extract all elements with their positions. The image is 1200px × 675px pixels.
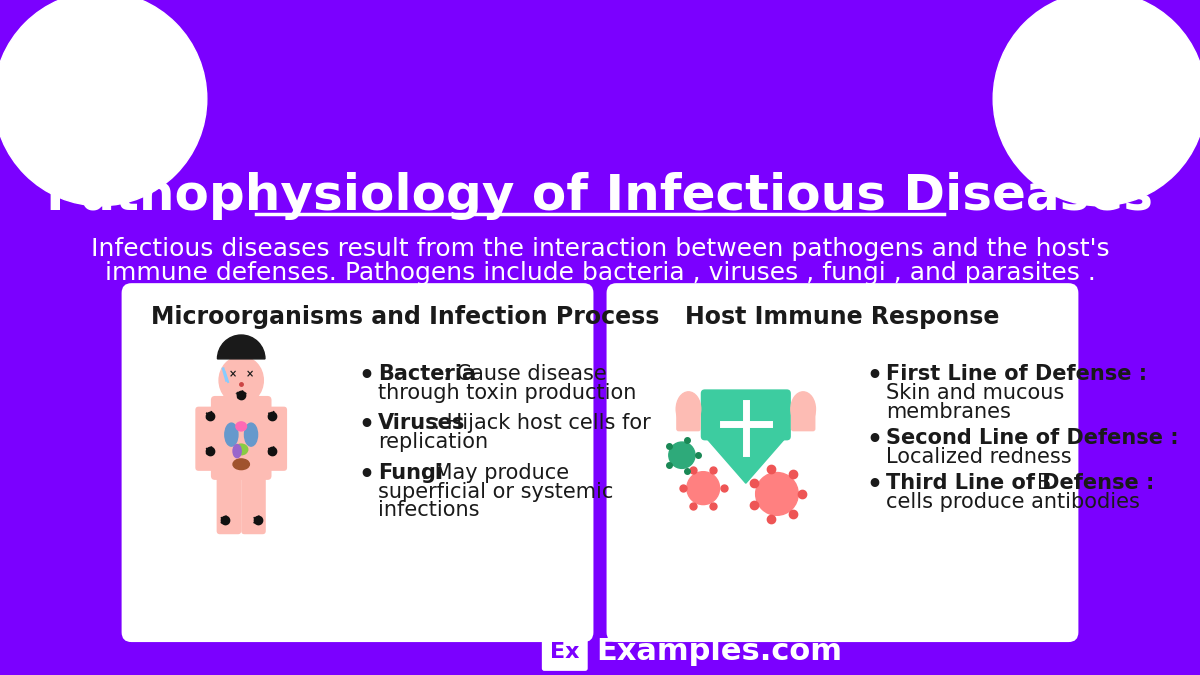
Text: Infectious diseases result from the interaction between pathogens and the host's: Infectious diseases result from the inte…: [91, 237, 1109, 261]
Text: : May produce: : May produce: [421, 462, 569, 483]
Text: •: •: [359, 413, 374, 437]
Text: Fungi: Fungi: [378, 462, 443, 483]
Text: replication: replication: [378, 432, 488, 452]
Ellipse shape: [233, 445, 241, 458]
Text: superficial or systemic: superficial or systemic: [378, 481, 613, 502]
FancyBboxPatch shape: [791, 405, 816, 431]
Text: Pathophysiology of Infectious Diseases: Pathophysiology of Infectious Diseases: [47, 172, 1153, 220]
Ellipse shape: [245, 423, 258, 446]
Text: Localized redness: Localized redness: [886, 447, 1072, 467]
Text: ×: ×: [229, 369, 238, 379]
Text: ×: ×: [245, 369, 253, 379]
Ellipse shape: [220, 356, 263, 404]
Text: •: •: [866, 428, 882, 452]
FancyBboxPatch shape: [264, 406, 287, 471]
Ellipse shape: [224, 423, 238, 446]
Polygon shape: [704, 398, 787, 483]
Text: •: •: [866, 364, 882, 388]
Ellipse shape: [233, 459, 250, 470]
Circle shape: [0, 0, 206, 206]
Text: Examples.com: Examples.com: [596, 637, 842, 666]
Text: Skin and mucous: Skin and mucous: [886, 383, 1064, 403]
FancyBboxPatch shape: [606, 284, 1079, 642]
FancyBboxPatch shape: [121, 284, 594, 642]
FancyBboxPatch shape: [676, 405, 701, 431]
FancyBboxPatch shape: [211, 396, 271, 480]
Text: Host Immune Response: Host Immune Response: [685, 305, 1000, 329]
Text: •: •: [866, 473, 882, 497]
FancyBboxPatch shape: [217, 468, 241, 534]
Ellipse shape: [676, 392, 701, 427]
Text: Bacteria: Bacteria: [378, 364, 476, 384]
Text: •: •: [359, 462, 374, 487]
Text: : Hijack host cells for: : Hijack host cells for: [433, 413, 650, 433]
Circle shape: [668, 442, 695, 468]
Ellipse shape: [235, 444, 247, 455]
Text: Third Line of Defense :: Third Line of Defense :: [886, 473, 1154, 493]
Text: Ex: Ex: [550, 641, 580, 662]
FancyBboxPatch shape: [196, 406, 218, 471]
Wedge shape: [217, 335, 265, 359]
Circle shape: [686, 472, 720, 505]
Text: : Cause disease: : Cause disease: [443, 364, 606, 384]
FancyBboxPatch shape: [241, 468, 265, 534]
Text: immune defenses. Pathogens include bacteria , viruses , fungi , and parasites .: immune defenses. Pathogens include bacte…: [104, 261, 1096, 286]
Text: Second Line of Defense :: Second Line of Defense :: [886, 428, 1178, 448]
Circle shape: [994, 0, 1200, 206]
Text: •: •: [359, 364, 374, 388]
Circle shape: [756, 472, 798, 515]
Text: cells produce antibodies: cells produce antibodies: [886, 492, 1140, 512]
Text: through toxin production: through toxin production: [378, 383, 636, 403]
Text: Microorganisms and Infection Process: Microorganisms and Infection Process: [151, 305, 660, 329]
FancyBboxPatch shape: [542, 633, 588, 671]
Text: First Line of Defense :: First Line of Defense :: [886, 364, 1147, 384]
Text: B: B: [1038, 473, 1051, 493]
Text: infections: infections: [378, 500, 480, 520]
FancyBboxPatch shape: [701, 389, 791, 440]
Text: membranes: membranes: [886, 402, 1010, 422]
Ellipse shape: [791, 392, 816, 427]
Text: Viruses: Viruses: [378, 413, 466, 433]
Ellipse shape: [236, 422, 246, 431]
